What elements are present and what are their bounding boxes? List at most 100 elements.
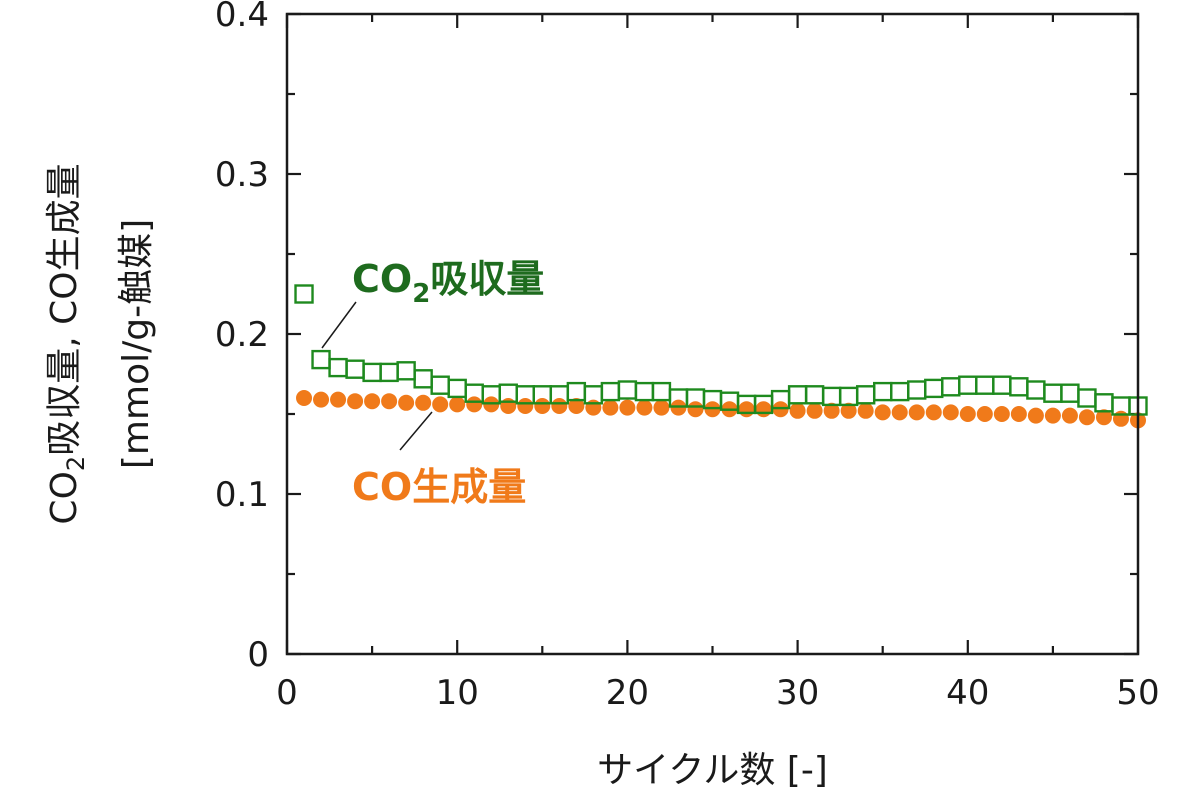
co2-point [447, 378, 467, 399]
x-tick-label: 10 [436, 673, 479, 713]
co-point [942, 404, 959, 421]
co-point [551, 398, 568, 414]
co2-point [1060, 383, 1080, 403]
y-axis-title-suffix: 吸収量, CO生成量 [44, 163, 85, 455]
co2-point [396, 361, 416, 381]
co-point [432, 396, 449, 413]
co2-point [1026, 380, 1046, 400]
co2-point [617, 380, 638, 400]
co-point [602, 399, 619, 416]
co-point [330, 391, 347, 408]
co-point [636, 399, 653, 416]
co-point [976, 406, 993, 422]
co2-point [855, 385, 876, 405]
y-tick-label: 0.2 [215, 315, 269, 355]
y-tick-label: 0 [247, 635, 269, 675]
co-point [568, 398, 585, 414]
co-point [585, 399, 602, 416]
co-point [364, 393, 381, 410]
co2-point [821, 386, 842, 407]
co2-annotation-suffix: 吸収量 [430, 257, 544, 301]
co-point [466, 396, 483, 413]
co-annotation-suffix: 生成量 [412, 465, 526, 509]
series-co [296, 390, 1146, 429]
co2-point [294, 284, 314, 304]
co-point [857, 402, 874, 419]
co2-point [362, 362, 382, 383]
co-leader-line [399, 411, 433, 451]
co-annotation: CO生成量 [352, 465, 526, 509]
co2-point [804, 385, 825, 405]
co-point [653, 399, 670, 416]
co-point [347, 393, 364, 410]
co-point [296, 390, 313, 406]
co-point [415, 394, 432, 411]
co2-point [1043, 383, 1063, 403]
y-tick-labels: 0 0.1 0.2 0.3 0.4 [215, 0, 269, 675]
x-tick-label: 20 [606, 673, 649, 713]
co2-point [924, 378, 944, 399]
co-point [1061, 407, 1078, 424]
y-axis-title-prefix: CO [44, 471, 85, 524]
plot-frame [285, 12, 1140, 656]
co2-point [873, 381, 893, 402]
co2-point [345, 359, 365, 379]
co2-point [1094, 393, 1114, 413]
x-axis-title: サイクル数 [-] [597, 750, 828, 791]
axis-ticks [285, 12, 1140, 656]
y-axis-title: CO2吸収量, CO生成量 [mmol/g-触媒] [44, 163, 157, 524]
co2-leader-line [321, 301, 357, 349]
co-point [313, 391, 330, 408]
co-point [823, 402, 840, 419]
co2-point [430, 375, 450, 395]
co-point [1027, 407, 1044, 424]
y-tick-label: 0.4 [215, 0, 269, 35]
co-point [1112, 410, 1129, 427]
co-point [993, 406, 1010, 422]
co2-point [907, 380, 927, 400]
co2-point [958, 375, 978, 395]
y-axis-title-line2: [mmol/g-触媒] [116, 219, 157, 469]
co2-point [838, 386, 859, 407]
co2-point [975, 375, 995, 395]
co-point [908, 404, 925, 421]
co-point [1078, 409, 1095, 426]
x-tick-labels: 0 10 20 30 40 50 [276, 673, 1159, 713]
x-tick-label: 30 [776, 673, 819, 713]
co-point [449, 396, 466, 413]
co-point [925, 404, 942, 421]
co-point [806, 402, 823, 419]
y-tick-label: 0.3 [215, 155, 269, 195]
co-point [840, 402, 857, 419]
series-co2 [294, 284, 1148, 416]
co2-point [1009, 377, 1029, 397]
co-point [500, 398, 517, 414]
co2-point [1077, 388, 1097, 408]
co2-point [328, 357, 348, 378]
co-point [1010, 406, 1027, 422]
co2-point [311, 349, 331, 370]
co-point [517, 398, 534, 414]
co-point [687, 401, 704, 418]
co-point [1095, 409, 1112, 426]
co-point [534, 398, 551, 414]
co2-point [566, 381, 587, 402]
x-tick-label: 0 [276, 673, 298, 713]
co2-point [992, 375, 1012, 395]
co-point [619, 399, 636, 416]
x-tick-label: 40 [946, 673, 989, 713]
co2-point [600, 381, 621, 402]
co2-point [890, 381, 910, 402]
co2-point [651, 381, 672, 402]
co2-point [379, 362, 399, 383]
y-axis-title-line1: CO2吸収量, CO生成量 [44, 163, 90, 524]
x-tick-label: 50 [1116, 673, 1159, 713]
co-annotation-prefix: CO [352, 465, 412, 509]
y-axis-title-subscript: 2 [62, 456, 90, 471]
co2-point [413, 369, 433, 389]
co2-annotation-prefix: CO [352, 257, 412, 301]
co-point [874, 404, 891, 421]
co-point [755, 401, 772, 418]
